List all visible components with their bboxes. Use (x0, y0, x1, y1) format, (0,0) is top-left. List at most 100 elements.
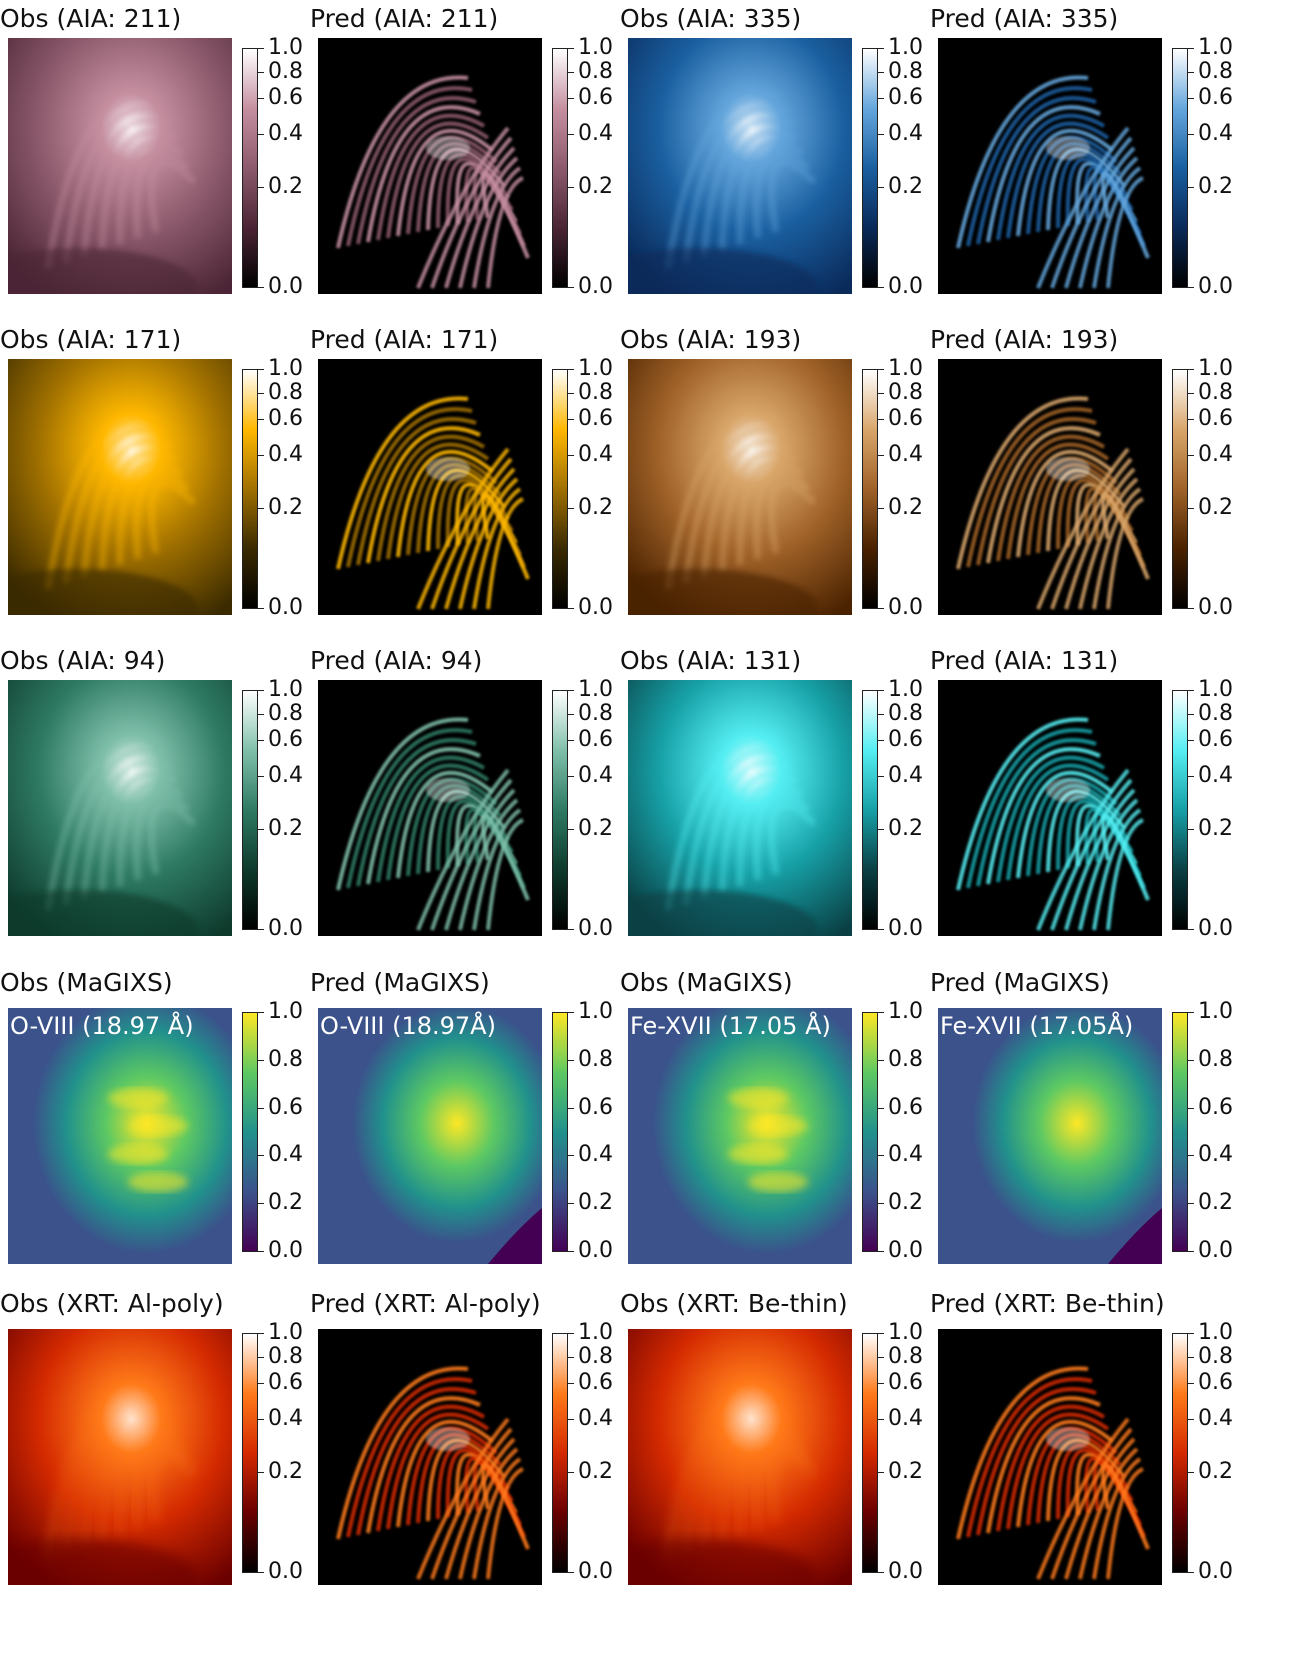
colorbar-tick (878, 369, 884, 370)
colorbar-tick-label: 1.0 (578, 35, 613, 60)
colorbar-tick (568, 776, 574, 778)
colorbar-tick-label: 0.4 (1198, 1406, 1233, 1432)
panel-title: Obs (AIA: 335) (620, 4, 802, 33)
colorbar-tick (1188, 740, 1194, 742)
colorbar-tick-label: 1.0 (888, 677, 923, 702)
colorbar-tick-label: 0.0 (578, 274, 613, 299)
colorbar-tick-label: 0.8 (578, 700, 613, 726)
figure-panel: Pred (AIA: 193) 1.0 0.8 0.6 0.4 0.2 0.0 (930, 325, 1240, 645)
colorbar-tick-label: 0.8 (1198, 379, 1233, 405)
colorbar-tick (878, 1333, 884, 1334)
solar-image (8, 680, 232, 936)
colorbar (862, 1012, 878, 1252)
colorbar-tick (258, 740, 264, 742)
colorbar-tick-label: 0.6 (268, 1370, 303, 1396)
colorbar-tick (568, 713, 574, 715)
panel-title: Obs (AIA: 94) (0, 646, 166, 675)
colorbar (1172, 48, 1188, 288)
colorbar-tick (568, 1012, 574, 1013)
colorbar-tick (568, 1383, 574, 1385)
colorbar-tick (258, 71, 264, 73)
colorbar-tick (258, 98, 264, 100)
figure-panel: Obs (MaGIXS) O-VIII (18.97 Å) 1.0 0.8 0.6 0.4… (0, 968, 310, 1288)
colorbar-tick-label: 1.0 (1198, 356, 1233, 381)
colorbar-tick-label: 0.0 (888, 274, 923, 299)
panel-title: Pred (AIA: 193) (930, 325, 1119, 354)
colorbar-tick-label: 0.0 (1198, 595, 1233, 620)
colorbar-tick-label: 1.0 (578, 999, 613, 1024)
figure-panel: Pred (AIA: 335) 1.0 0.8 0.6 0.4 0.2 0.0 (930, 4, 1240, 324)
panel-title: Pred (XRT: Be-thin) (930, 1289, 1165, 1318)
solar-image (8, 359, 232, 615)
colorbar-tick-label: 1.0 (1198, 999, 1233, 1024)
figure-panel: Pred (AIA: 131) 1.0 0.8 0.6 0.4 0.2 0.0 (930, 646, 1240, 966)
colorbar-tick (258, 608, 264, 609)
colorbar-tick-label: 0.8 (578, 1343, 613, 1369)
colorbar-tick (258, 776, 264, 778)
colorbar-tick (258, 186, 264, 188)
colorbar-tick-label: 0.6 (578, 1094, 613, 1120)
colorbar-tick-label: 0.6 (578, 1370, 613, 1396)
panel-title: Pred (AIA: 211) (310, 4, 499, 33)
spectral-line-label: Fe-XVII (17.05Å) (940, 1012, 1134, 1040)
colorbar-tick (258, 455, 264, 457)
colorbar-tick-label: 0.4 (888, 442, 923, 468)
panel-title: Obs (AIA: 193) (620, 325, 802, 354)
colorbar (552, 1012, 568, 1252)
colorbar-tick (878, 1203, 884, 1205)
colorbar-tick (878, 455, 884, 457)
colorbar-tick (878, 1251, 884, 1252)
colorbar-tick-label: 0.2 (888, 1190, 923, 1216)
colorbar-tick-label: 0.4 (268, 121, 303, 147)
colorbar-tick (258, 690, 264, 691)
colorbar-tick (878, 71, 884, 73)
solar-image (318, 359, 542, 615)
panel-title: Obs (AIA: 211) (0, 4, 182, 33)
colorbar-tick-label: 0.6 (268, 406, 303, 432)
colorbar-tick-label: 0.0 (1198, 1559, 1233, 1584)
colorbar-tick (568, 1356, 574, 1358)
colorbar-tick (878, 287, 884, 288)
colorbar-tick-label: 0.0 (1198, 1238, 1233, 1263)
colorbar-tick-label: 0.8 (268, 700, 303, 726)
solar-image (938, 359, 1162, 615)
colorbar-tick-label: 1.0 (888, 356, 923, 381)
colorbar-tick (1188, 98, 1194, 100)
colorbar-tick (258, 1356, 264, 1358)
colorbar-tick (1188, 287, 1194, 288)
colorbar-tick-label: 0.8 (268, 58, 303, 84)
colorbar-tick (1188, 134, 1194, 136)
colorbar-tick (568, 1059, 574, 1061)
spectral-line-label: Fe-XVII (17.05 Å) (630, 1012, 831, 1040)
panel-title: Pred (AIA: 94) (310, 646, 483, 675)
colorbar-tick (1188, 1251, 1194, 1252)
colorbar-tick (1188, 1155, 1194, 1157)
colorbar (1172, 690, 1188, 930)
colorbar-tick (1188, 1572, 1194, 1573)
colorbar-tick-label: 0.6 (268, 727, 303, 753)
solar-image (318, 680, 542, 936)
figure-panel: Obs (MaGIXS) Fe-XVII (17.05 Å) 1.0 0.8 0.6 0.… (620, 968, 930, 1288)
colorbar-tick-label: 0.0 (888, 1559, 923, 1584)
solar-image (628, 38, 852, 294)
figure-panel: Pred (AIA: 211) 1.0 0.8 0.6 0.4 0.2 0.0 (310, 4, 620, 324)
colorbar-tick-label: 0.4 (268, 1142, 303, 1168)
colorbar-tick (258, 1333, 264, 1334)
colorbar-tick-label: 0.2 (578, 173, 613, 199)
colorbar-tick-label: 0.6 (1198, 1094, 1233, 1120)
figure-panel: Obs (XRT: Al-poly) 1.0 0.8 0.6 0.4 0.2 0.0 (0, 1289, 310, 1609)
colorbar-tick-label: 0.0 (578, 916, 613, 941)
colorbar-tick-label: 0.4 (1198, 763, 1233, 789)
colorbar-tick-label: 0.2 (888, 494, 923, 520)
figure-panel: Pred (AIA: 94) 1.0 0.8 0.6 0.4 0.2 0.0 (310, 646, 620, 966)
colorbar-tick-label: 0.4 (578, 763, 613, 789)
colorbar-tick-label: 0.6 (888, 85, 923, 111)
colorbar-tick (878, 608, 884, 609)
colorbar-tick (258, 1251, 264, 1252)
colorbar (1172, 1012, 1188, 1252)
colorbar-tick (568, 134, 574, 136)
colorbar (242, 48, 258, 288)
colorbar-tick-label: 1.0 (268, 999, 303, 1024)
figure-panel: Pred (MaGIXS) O-VIII (18.97Å) 1.0 0.8 0.6 0.4… (310, 968, 620, 1288)
colorbar-tick-label: 0.8 (578, 58, 613, 84)
